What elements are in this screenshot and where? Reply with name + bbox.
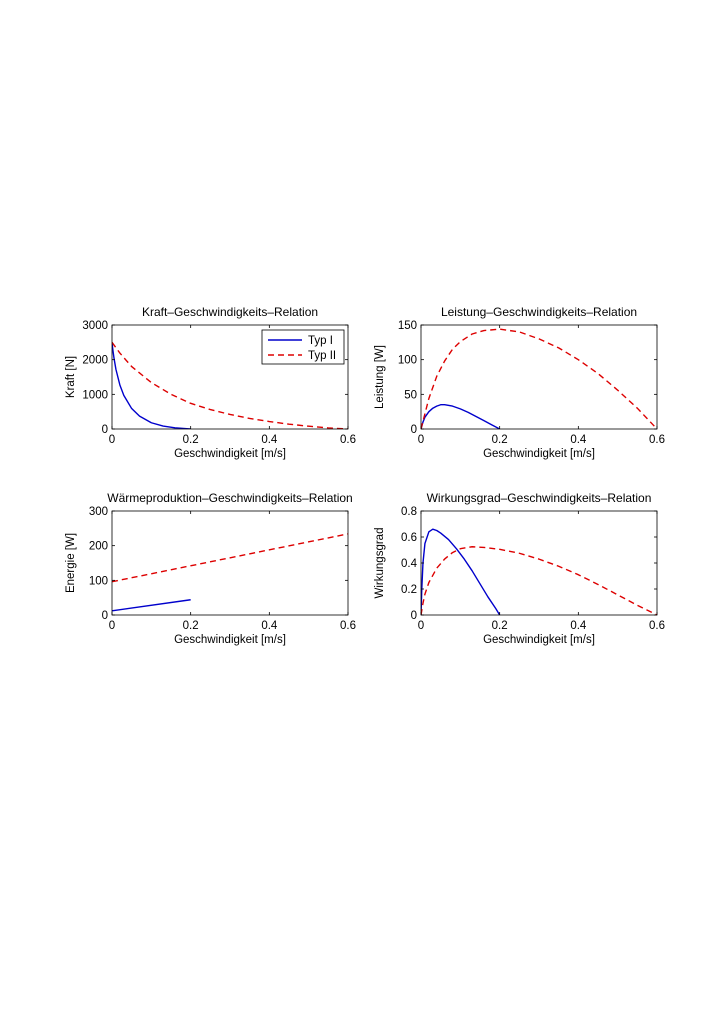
chart-title: Kraft–Geschwindigkeits–Relation: [142, 305, 318, 319]
series-line-typ-1: [112, 599, 191, 612]
y-tick-label: 50: [404, 389, 417, 401]
x-tick-label: 0.2: [492, 620, 508, 632]
y-tick-label: 0.6: [401, 532, 417, 544]
series-line-typ-1: [421, 404, 500, 429]
y-tick-label: 0: [411, 610, 417, 622]
axes-box: [111, 324, 349, 430]
x-tick-label: 0.2: [183, 620, 199, 632]
x-tick-label: 0: [418, 434, 424, 446]
x-axis-label: Geschwindigkeit [m/s]: [483, 634, 595, 646]
x-tick-label: 0.6: [649, 620, 665, 632]
chart-title: Wärmeproduktion–Geschwindigkeits–Relatio…: [107, 491, 352, 505]
x-tick-label: 0.4: [261, 620, 278, 632]
y-tick-label: 1000: [82, 389, 108, 401]
y-tick-label: 0: [102, 424, 108, 436]
y-tick-label: 3000: [82, 320, 108, 332]
y-tick-label: 200: [89, 541, 108, 553]
legend-label-typ-1: Typ I: [308, 335, 333, 347]
y-axis-label: Wirkungsgrad: [374, 528, 386, 599]
chart-title: Leistung–Geschwindigkeits–Relation: [441, 305, 637, 319]
chart-panel-2: Leistung–Geschwindigkeits–Relation Geschw…: [374, 305, 665, 460]
x-tick-label: 0.2: [183, 434, 199, 446]
x-axis-label: Geschwindigkeit [m/s]: [174, 634, 286, 646]
series-group: [112, 533, 348, 612]
series-line-typ-2: [112, 533, 348, 583]
x-tick-label: 0.4: [261, 434, 278, 446]
x-tick-label: 0.6: [340, 434, 356, 446]
axes-box: [111, 510, 349, 616]
y-axis-label: Leistung [W]: [374, 345, 386, 409]
series-group: [421, 528, 657, 615]
legend-box: [261, 329, 345, 365]
y-tick-label: 150: [398, 320, 417, 332]
axes-box: [420, 324, 658, 430]
y-axis-label: Kraft [N]: [65, 356, 77, 398]
series-line-typ-2: [112, 341, 348, 429]
x-axis-label: Geschwindigkeit [m/s]: [174, 448, 286, 460]
chart-title: Wirkungsgrad–Geschwindigkeits–Relation: [427, 491, 652, 505]
y-tick-label: 0: [102, 610, 108, 622]
x-tick-label: 0.4: [570, 620, 587, 632]
x-tick-label: 0.6: [340, 620, 356, 632]
y-tick-label: 300: [89, 506, 108, 518]
x-tick-label: 0.2: [492, 434, 508, 446]
y-tick-label: 0: [411, 424, 417, 436]
series-line-typ-1: [421, 528, 501, 615]
series-group: [112, 341, 348, 429]
series-line-typ-1: [112, 342, 191, 429]
x-tick-label: 0.4: [570, 434, 587, 446]
x-tick-label: 0: [418, 620, 424, 632]
series-line-typ-2: [421, 328, 657, 429]
series-group: [421, 328, 657, 429]
y-tick-label: 0.4: [401, 558, 418, 570]
y-axis-label: Energie [W]: [65, 533, 77, 593]
axes-box: [420, 510, 658, 616]
legend: Typ I Typ II: [261, 329, 345, 365]
y-tick-label: 2000: [82, 355, 108, 367]
chart-panel-4: Wirkungsgrad–Geschwindigkeits–Relation Ge…: [374, 491, 665, 646]
legend-label-typ-2: Typ II: [308, 350, 336, 362]
x-axis-label: Geschwindigkeit [m/s]: [483, 448, 595, 460]
y-tick-label: 0.8: [401, 506, 417, 518]
x-tick-label: 0: [109, 620, 115, 632]
x-tick-label: 0.6: [649, 434, 665, 446]
chart-panel-1: Kraft–Geschwindigkeits–Relation Geschwind…: [65, 305, 356, 460]
x-tick-label: 0: [109, 434, 115, 446]
y-tick-label: 100: [89, 575, 108, 587]
y-tick-label: 0.2: [401, 584, 417, 596]
y-tick-label: 100: [398, 355, 417, 367]
series-line-typ-2: [421, 546, 657, 615]
chart-panel-3: Wärmeproduktion–Geschwindigkeits–Relatio…: [65, 491, 356, 646]
